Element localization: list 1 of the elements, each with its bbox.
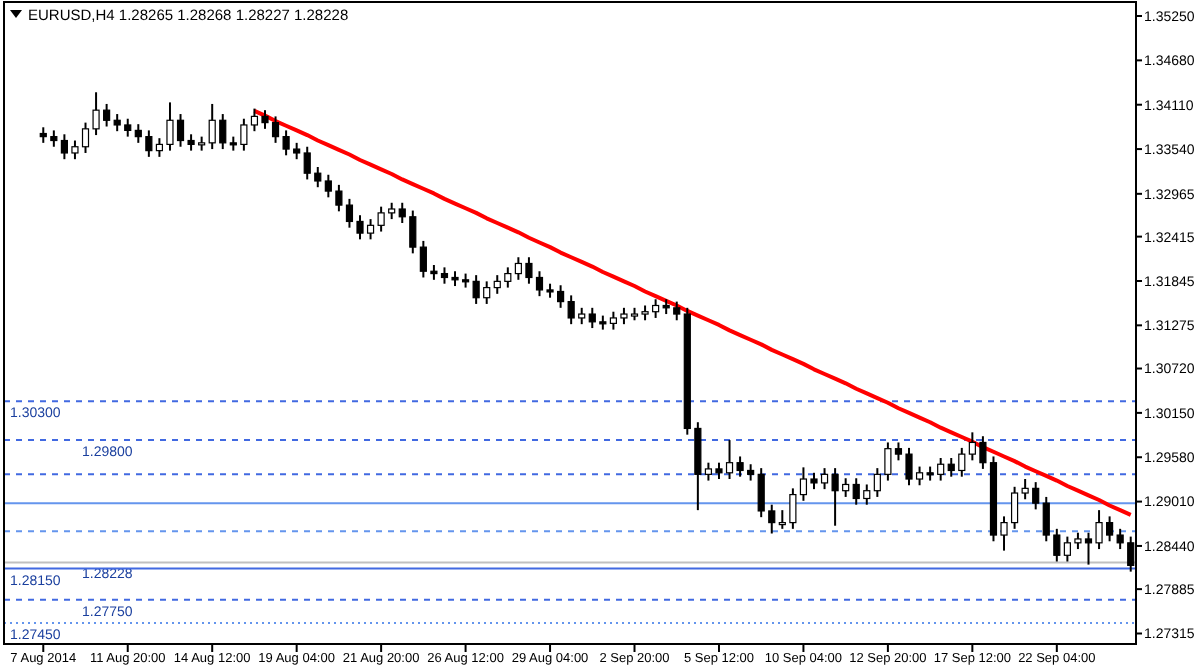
line-series bbox=[252, 108, 1133, 517]
